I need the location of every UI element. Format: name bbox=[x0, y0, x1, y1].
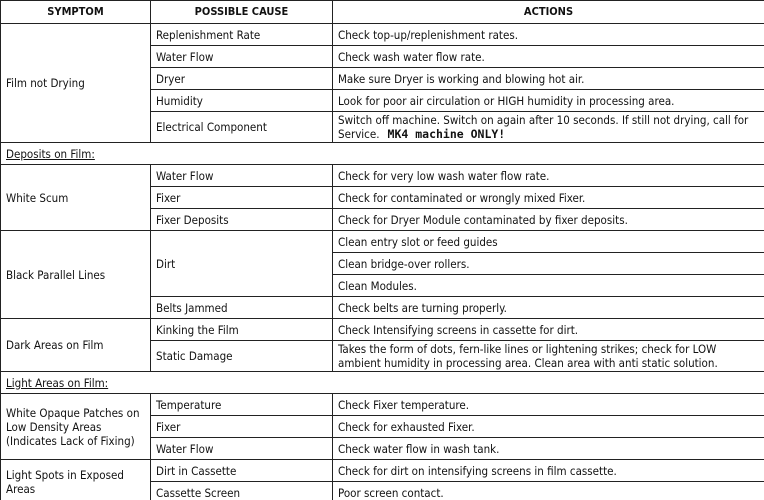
cause-cell: Fixer Deposits bbox=[150, 208, 333, 231]
action-text: Make sure Dryer is working and blowing h… bbox=[338, 71, 585, 86]
action-cell: Poor screen contact. bbox=[332, 481, 764, 500]
action-cell: Check Intensifying screens in cassette f… bbox=[332, 318, 764, 341]
table-row: White Scum Water Flow Check for very low w… bbox=[0, 164, 764, 231]
table-row: Fixer Deposits Check for Dryer Module con… bbox=[1, 208, 764, 231]
column-header: POSSIBLE CAUSE bbox=[150, 0, 333, 24]
cause-cell: Water Flow bbox=[150, 437, 333, 460]
symptom-cell: Light Spots in Exposed Areas bbox=[0, 459, 151, 500]
action-cell: Check wash water flow rate. bbox=[332, 45, 764, 68]
cause-cell: Fixer bbox=[150, 186, 333, 209]
action-cell: Check for very low wash water flow rate. bbox=[332, 164, 764, 187]
cause-cell: Belts Jammed bbox=[150, 296, 333, 319]
action-text: Check for very low wash water flow rate. bbox=[338, 168, 550, 183]
cause-cell: Dirt in Cassette bbox=[150, 459, 333, 482]
action-text: Check water flow in wash tank. bbox=[338, 441, 500, 456]
action-cell: Check water flow in wash tank. bbox=[332, 437, 764, 460]
action-cell: Check for dirt on intensifying screens i… bbox=[332, 459, 764, 482]
table-row: Light Spots in Exposed Areas Dirt in Cass… bbox=[0, 459, 764, 500]
symptom-cell: Black Parallel Lines bbox=[0, 230, 151, 319]
table-row: Black Parallel Lines Dirt Clean entry slot… bbox=[0, 230, 764, 319]
action-text: Check for exhausted Fixer. bbox=[338, 419, 475, 434]
action-cell: Takes the form of dots, fern-like lines … bbox=[332, 340, 764, 372]
cause-cell: Dryer bbox=[150, 67, 333, 90]
cause-cell: Kinking the Film bbox=[150, 318, 333, 341]
cause-cell: Temperature bbox=[150, 393, 333, 416]
action-cell: Check for Dryer Module contaminated by f… bbox=[332, 208, 764, 231]
action-cell: Clean entry slot or feed guides bbox=[332, 230, 764, 253]
action-text: Check Fixer temperature. bbox=[338, 397, 470, 412]
action-cell: Make sure Dryer is working and blowing h… bbox=[332, 67, 764, 90]
section-heading: Deposits on Film: bbox=[0, 142, 764, 165]
action-text: Clean Modules. bbox=[338, 278, 417, 293]
action-cell: Clean bridge-over rollers. bbox=[332, 252, 764, 275]
action-text: Check top-up/replenishment rates. bbox=[338, 27, 519, 42]
table-row: Clean Modules. bbox=[1, 274, 764, 297]
column-header: SYMPTOM bbox=[0, 0, 151, 24]
action-text: Clean bridge-over rollers. bbox=[338, 256, 470, 271]
action-cell: Switch off machine. Switch on again afte… bbox=[332, 111, 764, 143]
section-heading: Light Areas on Film: bbox=[0, 371, 764, 394]
header-row: SYMPTOM POSSIBLE CAUSE ACTIONS bbox=[0, 0, 764, 24]
action-text: Takes the form of dots, fern-like lines … bbox=[338, 342, 718, 370]
action-text: Check Intensifying screens in cassette f… bbox=[338, 322, 579, 337]
action-text: Check for Dryer Module contaminated by f… bbox=[338, 212, 628, 227]
action-text: Poor screen contact. bbox=[338, 485, 444, 500]
table-row: Humidity Look for poor air circulation or… bbox=[1, 89, 764, 112]
cause-cell: Electrical Component bbox=[150, 111, 333, 143]
action-cell: Check top-up/replenishment rates. bbox=[332, 23, 764, 46]
action-cell: Check Fixer temperature. bbox=[332, 393, 764, 416]
action-cell: Look for poor air circulation or HIGH hu… bbox=[332, 89, 764, 112]
section-row: Light Areas on Film: bbox=[0, 371, 764, 394]
table-row: Fixer Check for exhausted Fixer. bbox=[1, 415, 764, 438]
action-cell: Check for contaminated or wrongly mixed … bbox=[332, 186, 764, 209]
symptom-cell: White Scum bbox=[0, 164, 151, 231]
cause-cell: Replenishment Rate bbox=[150, 23, 333, 46]
table-row: Dark Areas on Film Kinking the Film Check … bbox=[0, 318, 764, 372]
action-text: Clean entry slot or feed guides bbox=[338, 234, 498, 249]
symptom-cell: Dark Areas on Film bbox=[0, 318, 151, 372]
action-text: Switch off machine. Switch on again afte… bbox=[338, 113, 749, 141]
symptom-cell: White Opaque Patches on Low Density Area… bbox=[0, 393, 151, 460]
table-row: Film not Drying Replenishment Rate Check t… bbox=[0, 23, 764, 143]
action-text: Check wash water flow rate. bbox=[338, 49, 485, 64]
section-row: Deposits on Film: bbox=[0, 142, 764, 165]
action-note: MK4 machine ONLY! bbox=[387, 127, 506, 141]
action-cell: Check belts are turning properly. bbox=[332, 296, 764, 319]
cause-cell: Water Flow bbox=[150, 45, 333, 68]
action-text: Look for poor air circulation or HIGH hu… bbox=[338, 93, 675, 108]
table-row: Fixer Check for contaminated or wrongly m… bbox=[1, 186, 764, 209]
table-body: Film not Drying Replenishment Rate Check t… bbox=[0, 23, 764, 500]
cause-cell: Humidity bbox=[150, 89, 333, 112]
action-text: Check belts are turning properly. bbox=[338, 300, 507, 315]
cause-cell: Dirt bbox=[150, 230, 333, 297]
cause-cell: Fixer bbox=[150, 415, 333, 438]
cause-cell: Cassette Screen bbox=[150, 481, 333, 500]
table-row: Clean bridge-over rollers. bbox=[1, 252, 764, 275]
action-text: Check for dirt on intensifying screens i… bbox=[338, 463, 617, 478]
column-header: ACTIONS bbox=[332, 0, 764, 24]
table-row: Cassette Screen Poor screen contact. bbox=[1, 481, 764, 500]
table-row: White Opaque Patches on Low Density Area… bbox=[0, 393, 764, 460]
action-cell: Clean Modules. bbox=[332, 274, 764, 297]
action-text: Check for contaminated or wrongly mixed … bbox=[338, 190, 586, 205]
cause-cell: Water Flow bbox=[150, 164, 333, 187]
action-cell: Check for exhausted Fixer. bbox=[332, 415, 764, 438]
symptom-cell: Film not Drying bbox=[0, 23, 151, 143]
cause-cell: Static Damage bbox=[150, 340, 333, 372]
